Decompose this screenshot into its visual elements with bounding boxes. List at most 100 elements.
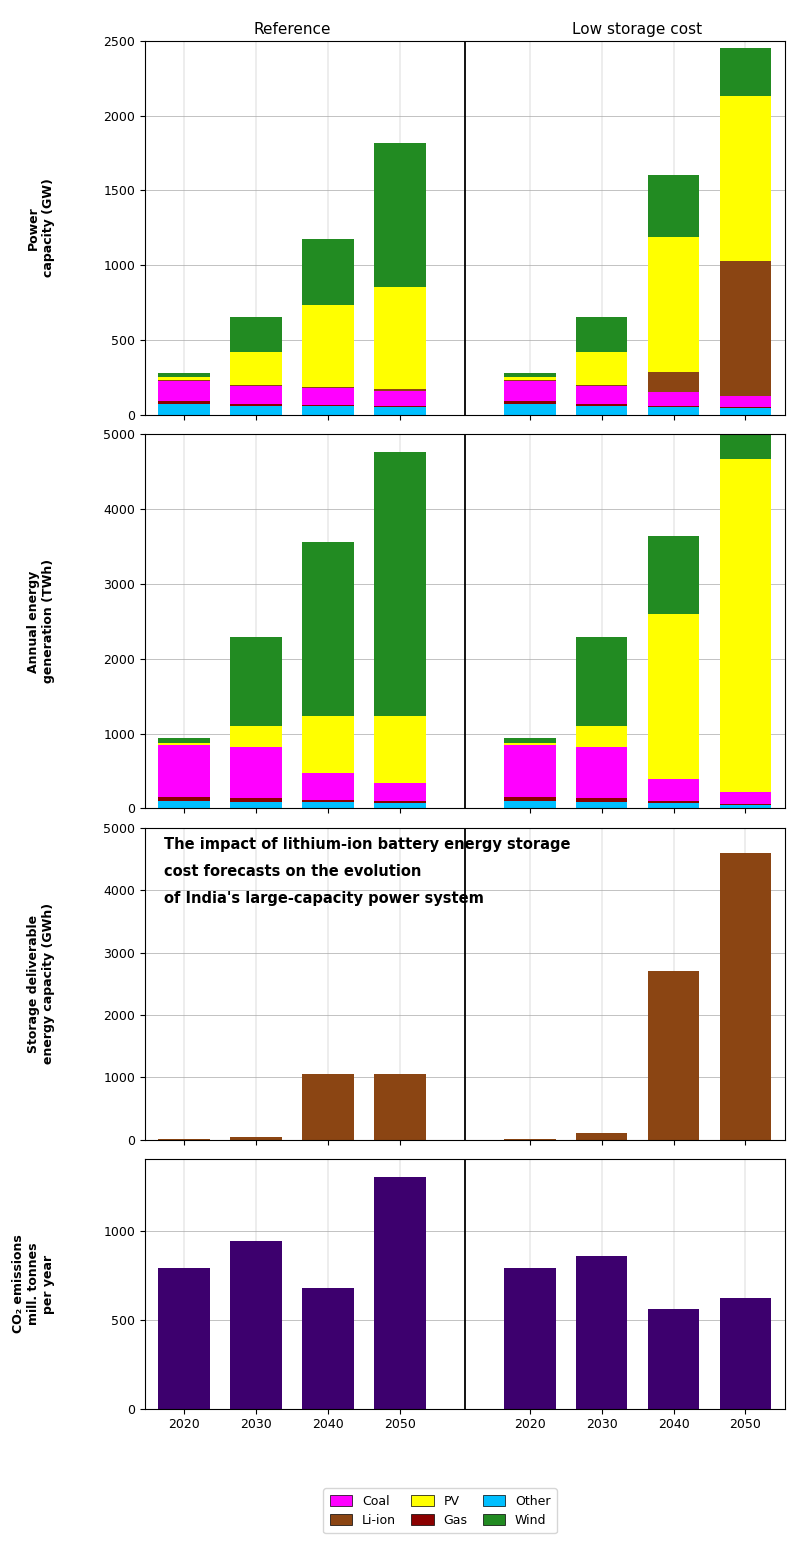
Bar [374, 407, 426, 415]
Y-axis label: Power
capacity (GW): Power capacity (GW) [27, 178, 55, 277]
Bar [158, 404, 210, 415]
Bar [374, 1177, 426, 1409]
Bar [230, 1241, 282, 1409]
Bar [230, 637, 282, 727]
Bar [374, 801, 426, 803]
Bar [374, 391, 426, 405]
Bar [648, 535, 699, 614]
Bar [648, 972, 699, 1140]
Text: Reference: Reference [254, 22, 331, 37]
Bar [374, 803, 426, 809]
Bar [302, 1074, 354, 1140]
Bar [230, 317, 282, 351]
Bar [576, 1256, 627, 1409]
Bar [302, 240, 354, 305]
Bar [302, 716, 354, 774]
Bar [374, 388, 426, 391]
Bar [504, 743, 555, 744]
Bar [158, 744, 210, 797]
Bar [504, 381, 555, 401]
Bar [302, 407, 354, 415]
Bar [719, 433, 771, 459]
Bar [374, 144, 426, 286]
Bar [230, 404, 282, 405]
Bar [302, 543, 354, 716]
Bar [719, 408, 771, 415]
Bar [158, 738, 210, 743]
Bar [648, 614, 699, 778]
Bar [158, 401, 210, 404]
Bar [230, 801, 282, 809]
Bar [158, 801, 210, 809]
Bar [648, 391, 699, 405]
Bar [648, 1309, 699, 1409]
Bar [576, 637, 627, 727]
Bar [158, 1269, 210, 1409]
Bar [302, 774, 354, 800]
Bar [374, 783, 426, 801]
Bar [576, 1134, 627, 1140]
Bar [719, 396, 771, 407]
Bar [576, 727, 627, 747]
Legend: Coal, Li-ion, PV, Gas, Other, Wind: Coal, Li-ion, PV, Gas, Other, Wind [323, 1488, 557, 1533]
Bar [374, 286, 426, 388]
Bar [302, 800, 354, 803]
Bar [576, 351, 627, 385]
Bar [504, 401, 555, 404]
Bar [230, 405, 282, 415]
Bar [230, 1137, 282, 1140]
Text: The impact of lithium-ion battery energy storage
cost forecasts on the evolution: The impact of lithium-ion battery energy… [164, 837, 570, 907]
Bar [230, 747, 282, 798]
Bar [302, 305, 354, 387]
Bar [158, 377, 210, 381]
Bar [504, 797, 555, 801]
Bar [648, 778, 699, 801]
Bar [158, 381, 210, 401]
Bar [504, 404, 555, 415]
Bar [504, 744, 555, 797]
Y-axis label: Storage deliverable
energy capacity (GWh): Storage deliverable energy capacity (GWh… [27, 903, 55, 1064]
Bar [504, 801, 555, 809]
Bar [576, 404, 627, 405]
Bar [719, 48, 771, 96]
Bar [504, 1269, 555, 1409]
Bar [648, 801, 699, 803]
Bar [158, 373, 210, 377]
Bar [230, 727, 282, 747]
Bar [719, 804, 771, 809]
Bar [576, 317, 627, 351]
Bar [230, 351, 282, 385]
Bar [719, 96, 771, 261]
Y-axis label: Annual energy
generation (TWh): Annual energy generation (TWh) [27, 560, 55, 684]
Bar [504, 373, 555, 377]
Text: Low storage cost: Low storage cost [573, 22, 702, 37]
Bar [374, 1074, 426, 1140]
Y-axis label: CO₂ emissions
mill. tonnes
per year: CO₂ emissions mill. tonnes per year [12, 1235, 55, 1334]
Bar [576, 747, 627, 798]
Bar [648, 175, 699, 237]
Bar [302, 405, 354, 407]
Bar [576, 385, 627, 404]
Bar [374, 716, 426, 783]
Bar [302, 388, 354, 405]
Bar [648, 237, 699, 373]
Bar [302, 1287, 354, 1409]
Bar [230, 798, 282, 801]
Bar [374, 452, 426, 716]
Bar [504, 377, 555, 381]
Bar [648, 373, 699, 391]
Bar [719, 261, 771, 396]
Bar [302, 803, 354, 809]
Bar [158, 743, 210, 744]
Bar [648, 803, 699, 809]
Bar [576, 405, 627, 415]
Bar [719, 852, 771, 1140]
Bar [504, 738, 555, 743]
Bar [648, 407, 699, 415]
Bar [230, 385, 282, 404]
Bar [719, 1298, 771, 1409]
Bar [576, 798, 627, 801]
Bar [576, 801, 627, 809]
Bar [719, 459, 771, 792]
Bar [158, 797, 210, 801]
